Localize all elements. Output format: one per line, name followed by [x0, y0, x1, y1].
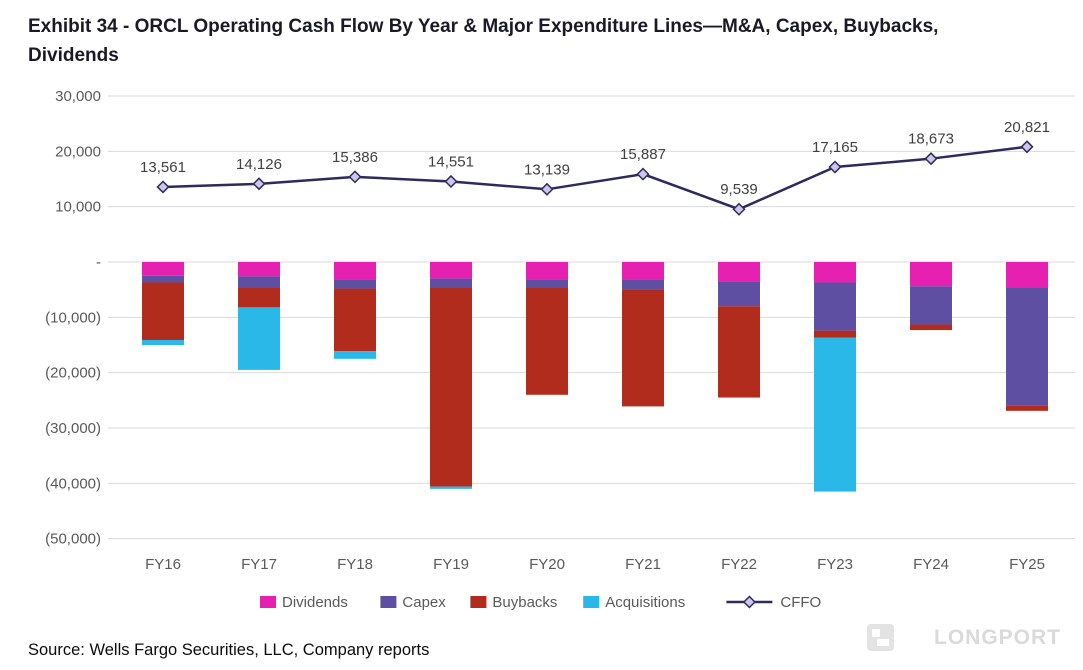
bar-segment-capex-fy25: [1006, 288, 1048, 406]
bar-segment-buybacks-fy25: [1006, 405, 1048, 411]
y-axis-label: (10,000): [45, 309, 101, 326]
cffo-line: [162, 145, 1028, 211]
longport-watermark: LONGPORT: [867, 624, 1061, 651]
legend-label-dividends: Dividends: [282, 594, 348, 611]
legend-swatch-capex: [380, 596, 397, 608]
bar-segment-capex-fy18: [334, 279, 376, 289]
x-axis-label: FY20: [529, 556, 565, 573]
bar-segment-dividends-fy20: [526, 262, 568, 280]
bar-segment-buybacks-fy21: [622, 289, 664, 407]
source-note: Source: Wells Fargo Securities, LLC, Com…: [28, 641, 430, 659]
chart-title: Exhibit 34 - ORCL Operating Cash Flow By…: [28, 16, 939, 66]
x-axis-label: FY22: [721, 556, 757, 573]
cffo-data-label: 13,139: [524, 161, 570, 178]
cffo-point-fy18: [348, 170, 362, 184]
y-axis-label: 10,000: [55, 199, 101, 216]
x-axis-label: FY25: [1009, 556, 1045, 573]
bar-segment-buybacks-fy24: [910, 324, 952, 331]
bar-segment-dividends-fy22: [718, 262, 760, 282]
cffo-point-fy19: [444, 174, 458, 189]
cffo-data-label: 14,126: [236, 156, 282, 173]
bar-segment-buybacks-fy18: [334, 288, 376, 352]
bar-segment-dividends-fy21: [622, 262, 664, 280]
cffo-data-label: 15,386: [332, 149, 378, 166]
bar-segment-buybacks-fy20: [526, 288, 568, 395]
legend-label-capex: Capex: [402, 594, 446, 611]
cffo-data-label: 14,551: [428, 153, 474, 170]
x-axis-label: FY18: [337, 556, 373, 573]
bar-segment-capex-fy17: [238, 276, 280, 288]
cffo-data-label: 18,673: [908, 131, 954, 148]
bar-segment-dividends-fy17: [238, 262, 280, 277]
cffo-data-label: 17,165: [812, 139, 858, 156]
bar-segment-acquisitions-fy19: [430, 486, 472, 489]
x-axis-label: FY16: [145, 556, 181, 573]
cffo-data-label: 13,561: [140, 159, 186, 176]
x-axis-label: FY17: [241, 556, 277, 573]
cffo-data-label: 15,887: [620, 146, 666, 163]
bar-segment-capex-fy16: [142, 275, 184, 283]
legend-label-acquisitions: Acquisitions: [605, 594, 685, 611]
cffo-point-fy22: [732, 202, 746, 216]
bar-segment-capex-fy22: [718, 281, 760, 307]
bar-segment-dividends-fy24: [910, 262, 952, 287]
x-axis-label: FY24: [913, 556, 949, 573]
y-axis-label: 20,000: [55, 143, 101, 160]
bar-segment-acquisitions-fy23: [814, 337, 856, 492]
y-axis-label: (40,000): [45, 475, 101, 492]
cffo-point-fy21: [636, 167, 650, 181]
y-axis-label: 30,000: [55, 88, 101, 105]
bar-segment-capex-fy19: [430, 278, 472, 289]
bar-segment-buybacks-fy17: [238, 287, 280, 308]
x-axis-label: FY19: [433, 556, 469, 573]
cffo-point-fy16: [156, 180, 170, 194]
bar-segment-buybacks-fy16: [142, 282, 184, 341]
bar-segment-acquisitions-fy18: [334, 351, 376, 359]
longport-logo-icon: [867, 624, 894, 651]
bar-segment-capex-fy21: [622, 279, 664, 290]
y-axis-label: -: [96, 254, 101, 271]
legend-cffo-marker: [742, 595, 756, 609]
legend-swatch-acquisitions: [583, 596, 600, 608]
x-axis-label: FY21: [625, 556, 661, 573]
y-axis-label: (20,000): [45, 365, 101, 382]
bar-segment-buybacks-fy23: [814, 330, 856, 338]
bar-segment-buybacks-fy22: [718, 306, 760, 398]
legend-swatch-buybacks: [470, 596, 487, 608]
y-axis-label: (30,000): [45, 420, 101, 437]
cffo-data-label: 20,821: [1004, 119, 1050, 136]
x-axis-label: FY23: [817, 556, 853, 573]
cffo-point-fy20: [540, 182, 554, 196]
bar-segment-dividends-fy16: [142, 262, 184, 276]
bar-segment-dividends-fy25: [1006, 262, 1048, 289]
bar-segment-dividends-fy23: [814, 262, 856, 283]
bar-segment-capex-fy20: [526, 279, 568, 289]
legend-label-buybacks: Buybacks: [492, 594, 557, 611]
watermark-text: LONGPORT: [934, 625, 1061, 649]
cffo-point-fy17: [252, 177, 266, 191]
bar-segment-dividends-fy18: [334, 262, 376, 280]
bar-segment-dividends-fy19: [430, 262, 472, 279]
cffo-point-fy24: [924, 152, 938, 166]
bar-segment-capex-fy23: [814, 282, 856, 331]
bar-segment-capex-fy24: [910, 286, 952, 325]
cffo-data-label: 9,539: [720, 181, 758, 198]
bar-segment-buybacks-fy19: [430, 288, 472, 487]
cffo-point-fy25: [1020, 140, 1034, 154]
y-axis-label: (50,000): [45, 531, 101, 548]
cffo-point-fy23: [828, 160, 842, 174]
legend-swatch-dividends: [260, 596, 276, 608]
bar-segment-acquisitions-fy16: [142, 340, 184, 345]
bar-segment-acquisitions-fy17: [238, 307, 280, 370]
legend-label-cffo: CFFO: [780, 594, 821, 611]
